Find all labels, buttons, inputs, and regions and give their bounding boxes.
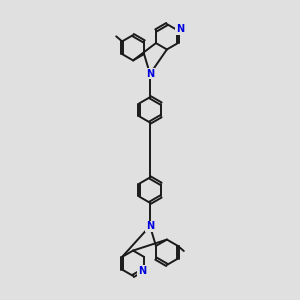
Text: N: N	[146, 221, 154, 231]
Text: N: N	[146, 69, 154, 79]
Text: N: N	[138, 266, 146, 276]
Text: N: N	[176, 24, 184, 34]
